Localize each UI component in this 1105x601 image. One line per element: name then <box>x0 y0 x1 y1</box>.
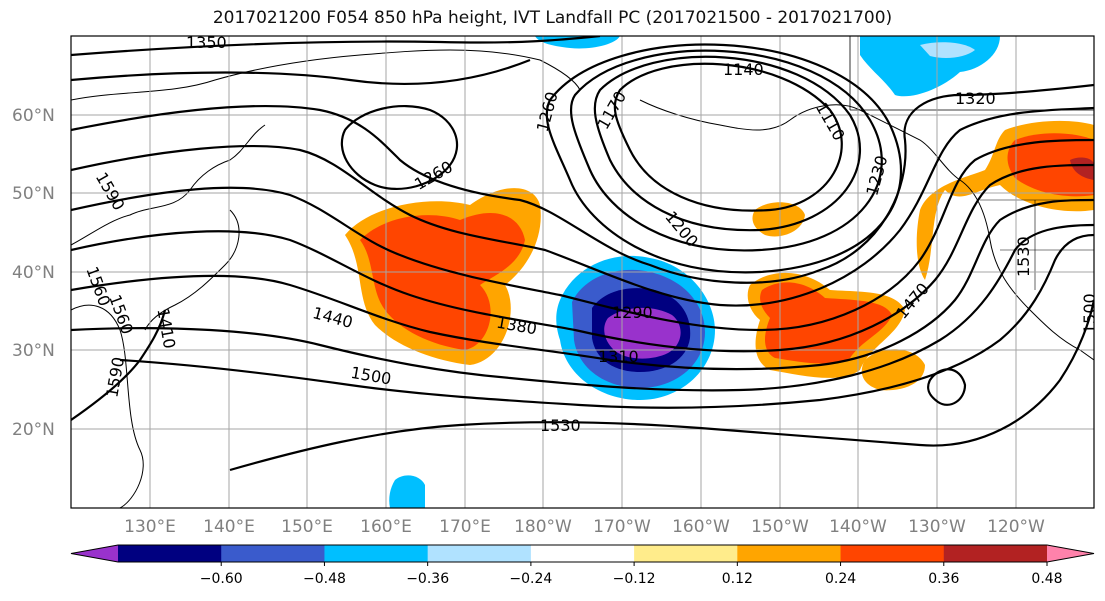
lat-label: 50°N <box>12 184 55 204</box>
colorbar-tick-label: 0.36 <box>928 571 959 587</box>
colorbar-tick-label: −0.36 <box>406 571 449 587</box>
colorbar-segment <box>118 545 222 562</box>
negative-north-3 <box>920 42 975 58</box>
positive-core-east <box>760 282 892 364</box>
colorbar-tick-label: −0.12 <box>613 571 656 587</box>
colorbar-tick-label: 0.12 <box>722 571 753 587</box>
colorbar-extend-min <box>71 545 118 562</box>
figure-title: 2017021200 F054 850 hPa height, IVT Land… <box>212 8 893 28</box>
positive-core-west <box>360 212 525 350</box>
colorbar-tick-label: −0.48 <box>303 571 346 587</box>
map-frame <box>70 35 1095 509</box>
colorbar: −0.60 −0.48 −0.36 −0.24 −0.12 0.12 0.24 0.36 0.4… <box>70 544 1095 587</box>
colorbar-segment <box>634 545 738 562</box>
latitude-labels: 60°N 50°N 40°N 30°N 20°N <box>12 106 55 440</box>
colorbar-extend-max <box>1047 545 1094 562</box>
contour-label: 1290 <box>612 303 653 322</box>
colorbar-segment <box>427 545 532 562</box>
colorbar-segment <box>221 545 325 562</box>
colorbar-segment <box>943 545 1048 562</box>
lon-label: 150°W <box>751 517 809 537</box>
colorbar-tick-label: −0.24 <box>509 571 552 587</box>
contour-label: 1350 <box>186 33 227 52</box>
lat-label: 30°N <box>12 341 55 361</box>
lat-label: 60°N <box>12 106 55 126</box>
contour-label: 1530 <box>540 416 581 435</box>
positive-extreme-coast <box>1070 157 1094 180</box>
colorbar-segment <box>530 545 635 562</box>
lon-label: 160°E <box>360 517 412 537</box>
lon-label: 170°W <box>593 517 651 537</box>
height-contours <box>71 36 1094 472</box>
lat-label: 40°N <box>12 263 55 283</box>
colorbar-segment <box>737 545 842 562</box>
contour-label: 1500 <box>1080 293 1099 334</box>
lon-label: 140°W <box>829 517 887 537</box>
longitude-labels: 130°E 140°E 150°E 160°E 170°E 180°W 170°… <box>124 517 1045 537</box>
colorbar-tick-label: −0.60 <box>200 571 243 587</box>
contour-label: 1530 <box>1014 236 1033 277</box>
lon-label: 120°W <box>987 517 1045 537</box>
contour-label: 1310 <box>598 347 639 366</box>
negative-south <box>389 475 425 508</box>
contour-label: 1320 <box>955 89 996 108</box>
colorbar-segment <box>324 545 429 562</box>
positive-small-2 <box>861 349 925 391</box>
lon-label: 180°W <box>514 517 572 537</box>
lon-label: 160°W <box>672 517 730 537</box>
lon-label: 130°W <box>908 517 966 537</box>
colorbar-segment <box>840 545 945 562</box>
lon-label: 170°E <box>439 517 491 537</box>
lat-label: 20°N <box>12 420 55 440</box>
positive-core-coast <box>1007 133 1094 197</box>
lon-label: 130°E <box>124 517 176 537</box>
lon-label: 140°E <box>203 517 255 537</box>
ivt-shading <box>345 36 1094 508</box>
colorbar-tick-label: 0.48 <box>1031 571 1062 587</box>
contour-label: 1140 <box>723 60 764 79</box>
colorbar-tick-label: 0.24 <box>825 571 856 587</box>
colorbar-outline <box>70 544 1095 563</box>
lon-label: 150°E <box>281 517 333 537</box>
